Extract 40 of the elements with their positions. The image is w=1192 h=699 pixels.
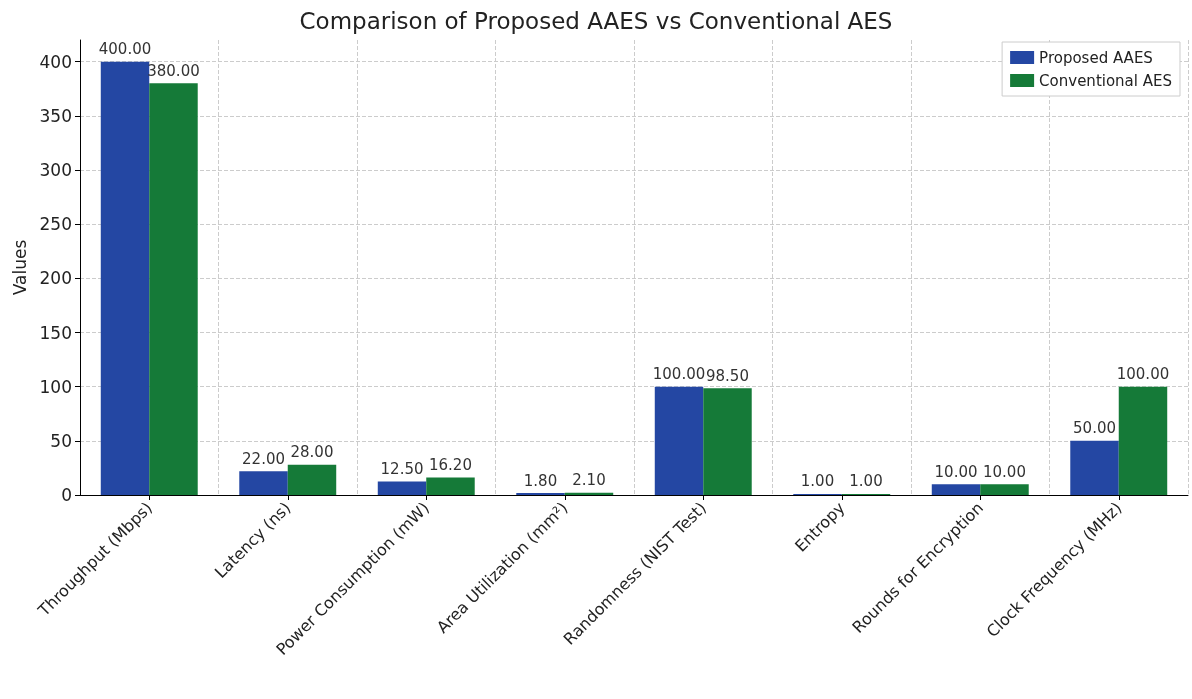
chart-title: Comparison of Proposed AAES vs Conventional AES bbox=[299, 7, 893, 34]
y-axis-title: Values bbox=[9, 239, 30, 296]
bar bbox=[654, 386, 704, 495]
y-tick-label: 300 bbox=[39, 160, 72, 180]
data-label: 1.00 bbox=[849, 472, 883, 491]
y-tick-label: 250 bbox=[39, 214, 72, 235]
bar bbox=[426, 477, 475, 495]
data-label: 10.00 bbox=[934, 462, 978, 481]
bar bbox=[377, 481, 427, 495]
bar bbox=[1118, 386, 1168, 495]
y-tick-label: 0 bbox=[61, 485, 72, 505]
data-label: 100.00 bbox=[1116, 365, 1170, 384]
bar bbox=[287, 464, 337, 495]
data-label: 22.00 bbox=[242, 449, 285, 468]
bar bbox=[931, 484, 981, 495]
data-label: 12.50 bbox=[380, 459, 424, 478]
data-label: 98.50 bbox=[706, 366, 749, 385]
data-label: 1.00 bbox=[800, 472, 835, 491]
data-label: 400.00 bbox=[98, 40, 152, 59]
y-tick-label: 350 bbox=[39, 105, 72, 126]
data-label: 50.00 bbox=[1073, 419, 1116, 438]
bar bbox=[980, 484, 1029, 495]
y-tick-label: 150 bbox=[39, 322, 72, 343]
data-label: 100.00 bbox=[652, 365, 706, 384]
y-tick-label: 200 bbox=[39, 268, 72, 289]
bar bbox=[239, 471, 288, 495]
data-label: 1.80 bbox=[523, 471, 558, 490]
data-label: 16.20 bbox=[429, 455, 472, 474]
y-tick-label: 50 bbox=[50, 430, 72, 451]
data-label: 28.00 bbox=[290, 443, 334, 462]
bar bbox=[100, 61, 150, 495]
y-tick-label: 100 bbox=[39, 376, 72, 397]
data-label: 10.00 bbox=[983, 462, 1026, 481]
legend-label: Proposed AAES bbox=[1039, 48, 1153, 67]
bar bbox=[149, 83, 198, 495]
data-label: 2.10 bbox=[572, 471, 606, 490]
bar bbox=[703, 388, 752, 495]
y-tick-label: 400 bbox=[39, 51, 72, 72]
bar bbox=[1070, 440, 1119, 495]
legend-label: Conventional AES bbox=[1039, 71, 1172, 90]
